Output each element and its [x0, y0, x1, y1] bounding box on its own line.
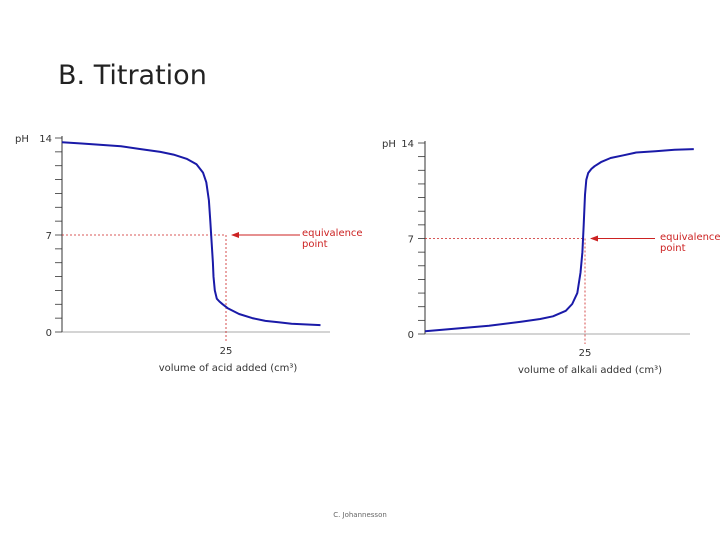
chart1-x-tick-label: 25	[220, 346, 233, 357]
chart2-equivalence-label: point	[660, 243, 686, 254]
chart2-y-tick-label: 14	[401, 139, 414, 150]
chart1-equivalence-label: equivalence	[302, 228, 363, 239]
chart2-x-tick-label: 25	[579, 348, 592, 359]
chart1-y-tick-label: 7	[46, 231, 52, 242]
chart1-y-tick-label: 14	[39, 134, 52, 145]
slide-title: B. Titration	[58, 60, 207, 91]
chart1-ph-curve	[61, 141, 321, 327]
chart2-ph-curve	[424, 148, 694, 333]
chart2-equivalence-label: equivalence	[660, 232, 720, 243]
chart1-x-axis-label: volume of acid added (cm³)	[159, 363, 298, 374]
chart1-equivalence-label: point	[302, 239, 328, 250]
chart2-x-axis-label: volume of alkali added (cm³)	[518, 365, 662, 376]
chart2-y-axis-label: pH	[382, 139, 396, 150]
footer-credit: C. Johannesson	[333, 511, 387, 519]
chart1-y-tick-label: 0	[46, 328, 52, 339]
chart2-y-tick-label: 0	[408, 330, 414, 341]
chart1-y-axis-label: pH	[15, 134, 29, 145]
chart2-y-tick-label: 7	[408, 235, 414, 246]
